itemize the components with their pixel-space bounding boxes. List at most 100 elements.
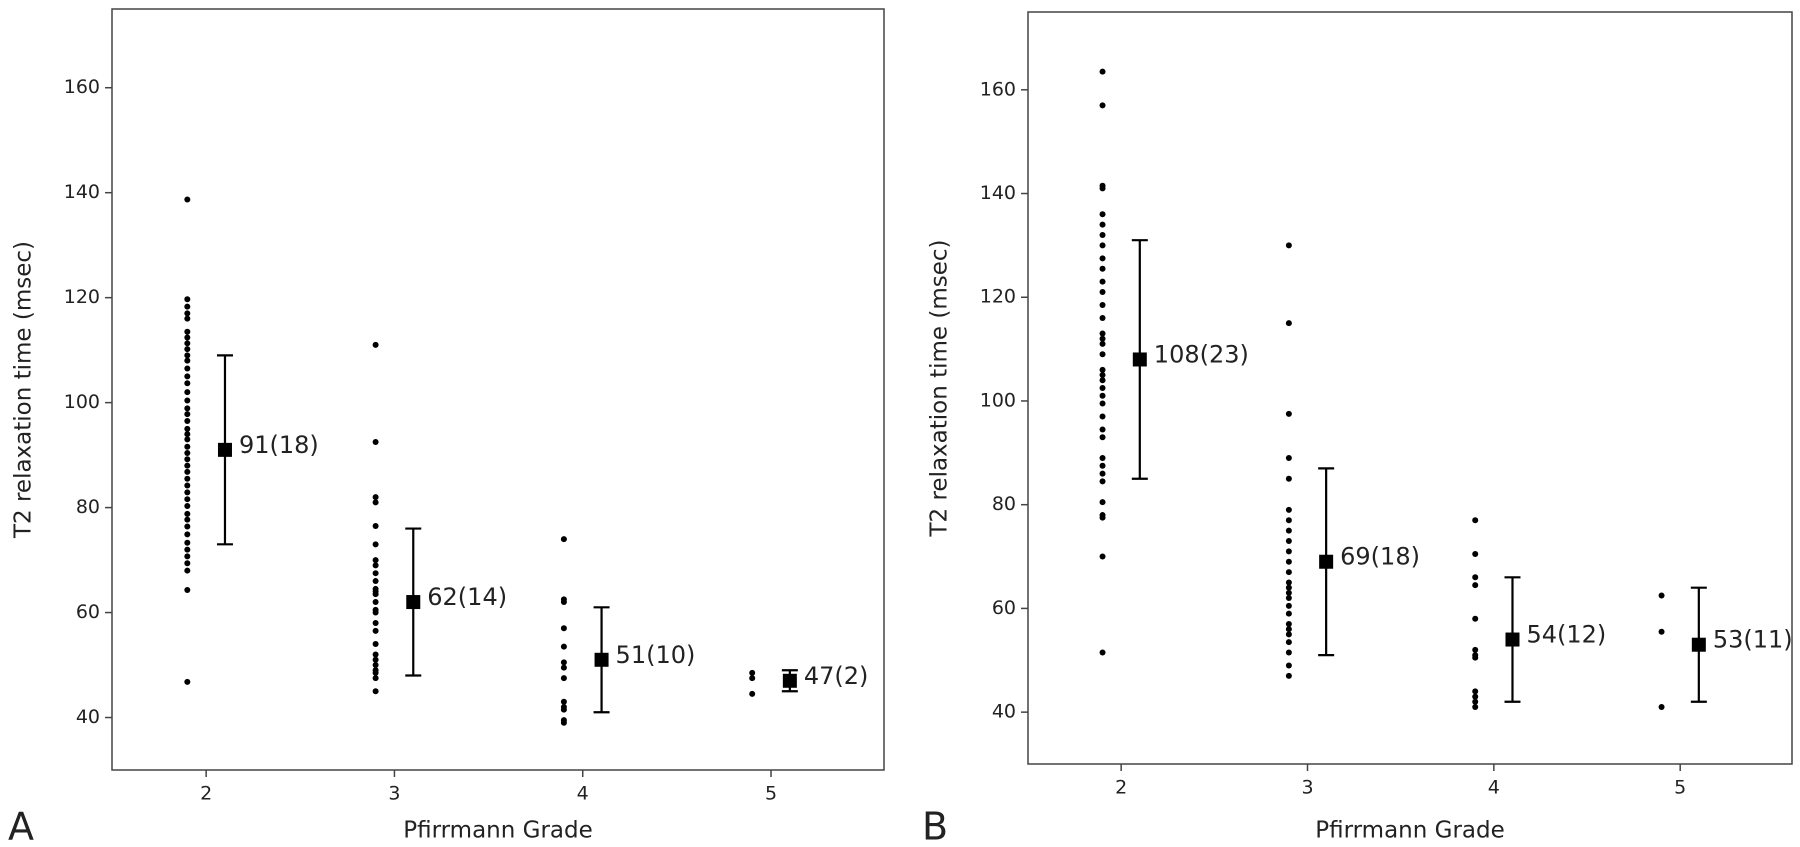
point <box>184 567 191 574</box>
point <box>1099 221 1106 228</box>
point <box>1099 340 1106 347</box>
point <box>560 719 567 726</box>
point <box>1472 550 1479 557</box>
point <box>1285 610 1292 617</box>
point <box>184 431 191 438</box>
point <box>1099 499 1106 506</box>
point <box>749 690 756 697</box>
panel: 40 60 80 100 120 140 160 2 3 4 5 Pfirrmann Grade T2 … <box>922 11 1793 847</box>
point <box>1472 582 1479 589</box>
point <box>1285 548 1292 555</box>
point <box>1099 335 1106 342</box>
point <box>1285 662 1292 669</box>
point <box>1472 615 1479 622</box>
point <box>560 625 567 632</box>
point <box>372 620 379 627</box>
panel: 40 60 80 100 120 140 160 2 3 4 5 Pfirrmann Grade T2 … <box>8 8 885 847</box>
point <box>1658 628 1665 635</box>
point <box>749 669 756 676</box>
point <box>372 669 379 676</box>
x-axis-label: Pfirrmann Grade <box>403 818 593 844</box>
point <box>184 373 191 380</box>
point <box>184 334 191 341</box>
mean-label: 47(2) <box>804 662 869 690</box>
x-tick-label: 4 <box>1488 777 1500 799</box>
point <box>1099 455 1106 462</box>
point <box>1099 553 1106 560</box>
point <box>560 675 567 682</box>
point <box>1285 475 1292 482</box>
point <box>372 499 379 506</box>
point <box>184 510 191 517</box>
point <box>184 553 191 560</box>
point <box>184 196 191 203</box>
point <box>372 675 379 682</box>
point <box>184 443 191 450</box>
point <box>184 531 191 538</box>
point <box>184 340 191 347</box>
y-tick-label: 80 <box>992 493 1016 515</box>
mean-label: 91(18) <box>239 431 319 459</box>
point <box>184 462 191 469</box>
y-tick-label: 160 <box>64 76 100 98</box>
point <box>184 389 191 396</box>
point <box>372 599 379 606</box>
point <box>184 397 191 404</box>
point <box>1099 377 1106 384</box>
point <box>560 664 567 671</box>
point <box>1472 688 1479 695</box>
point <box>1658 592 1665 599</box>
point <box>184 678 191 685</box>
y-tick-label: 40 <box>992 701 1016 723</box>
mean-marker <box>1132 352 1147 367</box>
y-tick-label: 140 <box>64 181 100 203</box>
point <box>372 651 379 658</box>
point <box>1285 410 1292 417</box>
point <box>1285 639 1292 646</box>
point <box>184 586 191 593</box>
x-tick-label: 4 <box>577 783 589 805</box>
point <box>184 475 191 482</box>
y-tick-label: 140 <box>980 182 1016 204</box>
x-tick-label: 3 <box>1301 777 1313 799</box>
point <box>1472 703 1479 710</box>
point <box>1285 558 1292 565</box>
point <box>1472 574 1479 581</box>
mean-label: 62(14) <box>427 583 507 611</box>
y-tick-label: 120 <box>64 286 100 308</box>
point <box>1099 232 1106 239</box>
point <box>560 643 567 650</box>
y-axis-label: T2 relaxation time (msec) <box>927 239 953 537</box>
point <box>1099 330 1106 337</box>
point <box>1285 595 1292 602</box>
point <box>184 365 191 372</box>
y-tick-label: 100 <box>64 391 100 413</box>
point <box>1285 602 1292 609</box>
point <box>372 562 379 569</box>
point <box>184 516 191 523</box>
point <box>749 675 756 682</box>
point <box>1285 589 1292 596</box>
point <box>1285 649 1292 656</box>
point <box>372 609 379 616</box>
y-tick-label: 100 <box>980 389 1016 411</box>
point <box>184 489 191 496</box>
point <box>1285 517 1292 524</box>
point <box>1099 413 1106 420</box>
point <box>1099 302 1106 309</box>
point <box>184 482 191 489</box>
point <box>1285 672 1292 679</box>
point <box>184 417 191 424</box>
x-tick-label: 3 <box>388 783 400 805</box>
point <box>560 659 567 666</box>
y-tick-label: 120 <box>980 286 1016 308</box>
x-tick-label: 5 <box>765 783 777 805</box>
point <box>184 425 191 432</box>
point <box>1472 654 1479 661</box>
mean-label: 69(18) <box>1340 543 1420 571</box>
point <box>1099 102 1106 109</box>
point <box>1099 462 1106 469</box>
point <box>1285 506 1292 513</box>
plot-frame <box>1027 11 1793 765</box>
point <box>1285 620 1292 627</box>
